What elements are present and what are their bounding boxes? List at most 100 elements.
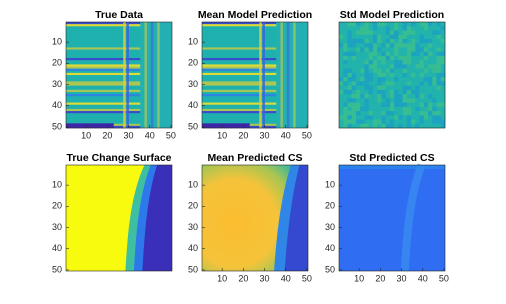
image-row (202, 100, 277, 103)
image-cell (440, 22, 446, 27)
image-cell (351, 123, 357, 129)
image-cell (343, 47, 348, 52)
image-cell (347, 68, 352, 74)
image-row (202, 119, 277, 122)
image-cell (381, 30, 386, 35)
image-cell (423, 81, 429, 86)
image-cell (415, 89, 420, 95)
image-cell (339, 98, 344, 103)
image-cell (402, 102, 408, 107)
image-row (66, 77, 141, 80)
image-cell (389, 85, 395, 91)
image-row (66, 100, 141, 103)
image-cell (406, 119, 412, 124)
image-cell (343, 30, 348, 35)
image-cell (343, 60, 348, 65)
image-cell (355, 43, 361, 48)
image-cell (432, 102, 437, 107)
image-cell (436, 55, 441, 61)
image-cell (440, 85, 446, 91)
image-cell (360, 47, 365, 52)
image-cell (389, 98, 395, 103)
image-cell (402, 43, 408, 48)
image-row (202, 111, 277, 114)
image-cell (377, 30, 382, 35)
image-row (66, 55, 141, 59)
image-cell (389, 38, 395, 44)
image-cell (419, 55, 424, 61)
image-cell (372, 64, 378, 69)
image-cell (385, 51, 391, 57)
image-cell (381, 119, 386, 124)
image-row (66, 49, 141, 52)
image-cell (436, 43, 441, 48)
image-cell (432, 22, 437, 27)
image-cell (398, 43, 403, 48)
image-col (150, 22, 154, 128)
image-row (202, 81, 277, 84)
image-row (202, 43, 277, 46)
image-cell (423, 115, 429, 120)
image-cell (436, 85, 441, 91)
image-cell (432, 123, 437, 129)
image-row (66, 64, 141, 67)
image-row (66, 104, 141, 108)
image-cell (351, 111, 357, 116)
image-cell (415, 119, 420, 124)
image-cell (385, 94, 391, 99)
image-cell (406, 106, 412, 112)
y-tick-label: 20 (188, 58, 198, 68)
image-cell (402, 85, 408, 91)
image-cell (436, 102, 441, 107)
image-cell (351, 38, 357, 44)
image-cell (381, 51, 386, 57)
image-cell (398, 55, 403, 61)
x-tick-label: 20 (238, 130, 248, 140)
image-row (202, 36, 277, 40)
image-cell (419, 72, 424, 78)
image-cell (411, 43, 416, 48)
image-cell (394, 89, 399, 95)
image-cell (419, 115, 424, 120)
image-cell (440, 102, 446, 107)
image-cell (372, 89, 378, 95)
image-cell (419, 111, 424, 116)
image-row (202, 79, 277, 82)
y-tick-label: 50 (188, 264, 198, 274)
image-cell (360, 123, 365, 129)
panel: True Change Surface 10 20 30 40 50 (52, 152, 173, 274)
image-region (142, 165, 172, 271)
image-row (202, 26, 277, 29)
image-cell (440, 60, 446, 65)
image-cell (428, 119, 433, 124)
image-cell (436, 89, 441, 95)
image-cell (402, 72, 408, 78)
image-cell (368, 30, 374, 35)
image-cell (347, 47, 352, 52)
image-row (66, 41, 141, 44)
image-cell (377, 47, 382, 52)
image-cell (377, 106, 382, 112)
image-row (202, 117, 277, 120)
image-cell (372, 123, 378, 129)
image-cell (360, 68, 365, 74)
image-cell (372, 85, 378, 91)
image-cell (419, 26, 424, 31)
image-cell (440, 43, 446, 48)
image-cell (402, 106, 408, 112)
x-tick-label: 20 (375, 273, 385, 283)
image-row (202, 96, 277, 99)
image-cell (419, 81, 424, 86)
image-cell (406, 89, 412, 95)
image-cell (364, 55, 369, 61)
image-cell (411, 89, 416, 95)
image-cell (394, 55, 399, 61)
image-cell (351, 68, 357, 74)
image-cell (415, 47, 420, 52)
axes-box (338, 164, 446, 272)
y-tick-label: 30 (188, 79, 198, 89)
image-cell (377, 94, 382, 99)
y-tick-label: 20 (325, 201, 335, 211)
image-cell (428, 51, 433, 57)
image-cell (364, 72, 369, 78)
